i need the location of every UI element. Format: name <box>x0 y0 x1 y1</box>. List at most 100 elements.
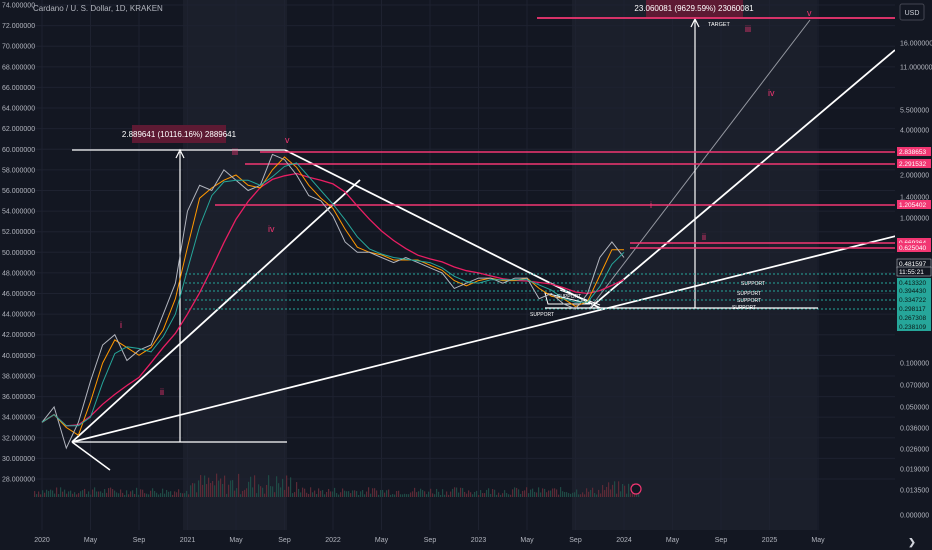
volume-bar <box>384 492 386 497</box>
volume-bar <box>250 476 252 497</box>
volume-bar <box>394 494 396 497</box>
wave-label: iv <box>768 88 775 98</box>
volume-bar <box>446 491 448 497</box>
left-axis-tick: 50.000000 <box>2 250 35 257</box>
volume-bar <box>158 494 160 497</box>
right-axis-tick: 0.100000 <box>900 361 929 368</box>
volume-bar <box>82 490 84 497</box>
volume-bar <box>122 492 124 497</box>
volume-bar <box>132 490 134 497</box>
volume-bar <box>110 487 112 497</box>
volume-bar <box>618 481 620 497</box>
volume-bar <box>234 490 236 497</box>
volume-bar <box>210 483 212 497</box>
volume-bar <box>212 481 214 497</box>
volume-bar <box>320 490 322 497</box>
volume-bar <box>496 494 498 497</box>
volume-histogram <box>34 473 640 497</box>
time-axis[interactable]: 2020 May Sep 2021 May Sep 2022 May Sep 2023 May Sep… <box>34 537 825 544</box>
volume-bar <box>388 489 390 497</box>
left-axis-tick: 46.000000 <box>2 291 35 298</box>
right-axis-tick: 5.500000 <box>900 108 929 115</box>
volume-bar <box>306 492 308 497</box>
volume-bar <box>368 487 370 497</box>
wave-label: ii <box>160 387 164 397</box>
left-axis-tick: 56.000000 <box>2 188 35 195</box>
volume-bar <box>434 494 436 497</box>
volume-bar <box>522 490 524 497</box>
right-axis-tick: 0.070000 <box>900 383 929 390</box>
volume-bar <box>172 494 174 497</box>
support-labels: SUPPORT SUPPORT SUPPORT SUPPORT SUPPORT … <box>530 281 765 318</box>
left-axis-tick: 42.000000 <box>2 332 35 339</box>
volume-bar <box>458 492 460 497</box>
volume-bar <box>526 487 528 497</box>
left-price-axis[interactable]: 28.000000 30.000000 32.000000 34.000000 36.0… <box>2 3 35 484</box>
volume-bar <box>176 492 178 497</box>
volume-bar <box>116 492 118 497</box>
volume-bar <box>196 492 198 497</box>
volume-bar <box>164 493 166 497</box>
volume-bar <box>276 476 278 497</box>
volume-bar <box>326 491 328 497</box>
price-tag: 2.291532 <box>899 161 926 168</box>
measure-label-2: 23.060081 (9629.59%) 23060081 <box>634 0 754 17</box>
volume-bar <box>574 492 576 497</box>
volume-bar <box>228 484 230 497</box>
price-tag: 0.238109 <box>899 324 926 331</box>
left-axis-tick: 48.000000 <box>2 270 35 277</box>
volume-bar <box>178 489 180 497</box>
volume-bar <box>378 494 380 497</box>
volume-bar <box>252 487 254 497</box>
volume-bar <box>600 493 602 497</box>
volume-bar <box>258 484 260 497</box>
time-axis-tick: Sep <box>133 537 146 544</box>
currency-button[interactable]: USD <box>899 3 925 21</box>
volume-bar <box>308 493 310 497</box>
volume-bar <box>586 488 588 497</box>
volume-bar <box>594 493 596 497</box>
volume-bar <box>50 489 52 497</box>
replay-icon[interactable] <box>630 483 642 495</box>
time-axis-tick: Sep <box>278 537 291 544</box>
volume-bar <box>44 492 46 497</box>
volume-bar <box>94 487 96 497</box>
volume-bar <box>356 491 358 497</box>
volume-bar <box>596 494 598 497</box>
volume-bar <box>482 493 484 497</box>
volume-bar <box>538 487 540 497</box>
wave-label: ii <box>702 232 706 242</box>
volume-bar <box>452 488 454 497</box>
volume-bar <box>80 491 82 497</box>
volume-bar <box>610 489 612 497</box>
volume-bar <box>614 481 616 497</box>
time-axis-tick: Sep <box>715 537 728 544</box>
price-tag-bg <box>897 313 931 322</box>
volume-bar <box>230 480 232 497</box>
svg-text:❯: ❯ <box>908 537 916 548</box>
volume-bar <box>74 492 76 497</box>
volume-bar <box>314 490 316 497</box>
volume-bar <box>502 493 504 497</box>
price-tag-bg <box>897 295 931 304</box>
price-tag-bg <box>897 159 931 168</box>
volume-bar <box>130 491 132 497</box>
volume-bar <box>436 488 438 497</box>
price-tag: 0.625040 <box>899 245 926 252</box>
volume-bar <box>36 494 38 497</box>
volume-bar <box>76 494 78 497</box>
volume-bar <box>68 491 70 497</box>
wave-label: v <box>807 8 812 18</box>
volume-bar <box>150 490 152 497</box>
volume-bar <box>382 489 384 497</box>
volume-bar <box>188 494 190 497</box>
volume-bar <box>166 490 168 497</box>
volume-bar <box>536 492 538 497</box>
price-tag-bg <box>896 266 932 277</box>
volume-bar <box>478 494 480 497</box>
volume-bar <box>358 494 360 497</box>
volume-bar <box>490 493 492 497</box>
left-axis-tick: 66.000000 <box>2 85 35 92</box>
volume-bar <box>582 492 584 497</box>
